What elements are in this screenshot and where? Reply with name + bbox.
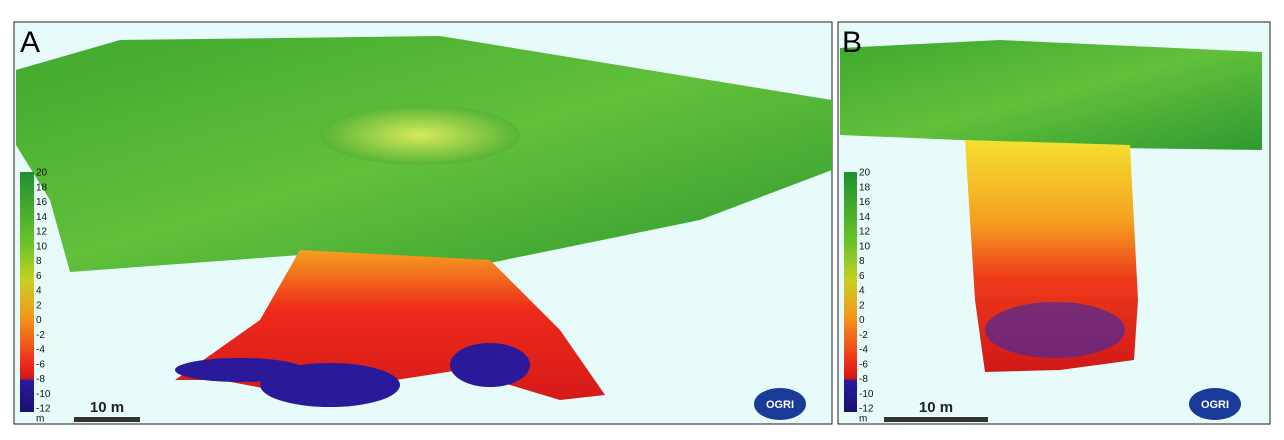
cavity-floor [450,343,530,387]
colorbar-tick-label: 10 [859,241,871,252]
scale-bar [884,417,988,422]
panel-b: B 10 m OGRI 20181614121086420-2-4-6-8-10… [837,21,1271,425]
colorbar-tick-label: 6 [36,271,42,282]
colorbar-tick-label: 12 [36,227,48,238]
scale-bar [74,417,140,422]
cavity-floor [985,302,1125,358]
colorbar-tick-label: 18 [859,182,871,193]
colorbar [20,172,34,412]
cavity-floor [260,363,400,407]
colorbar-tick-label: -2 [859,330,868,341]
scale-bar-label: 10 m [919,399,953,416]
colorbar-unit: m [36,414,44,425]
colorbar-tick-label: -8 [859,374,868,385]
logo [754,388,806,420]
colorbar-tick-label: 0 [859,315,865,326]
sinkhole-crater [320,105,520,165]
colorbar-tick-label: 14 [859,212,871,223]
logo-text: OGRI [766,399,794,411]
colorbar-tick-label: 4 [36,286,42,297]
colorbar-tick-label: 16 [36,197,48,208]
colorbar-tick-label: -12 [859,404,874,415]
colorbar-tick-label: 16 [859,197,871,208]
panel-label: A [20,26,40,59]
colorbar-tick-label: 8 [859,256,865,267]
colorbar-tick-label: -4 [859,345,868,356]
logo-text: OGRI [1201,399,1229,411]
colorbar-tick-label: -6 [36,359,45,370]
ground-surface [840,40,1262,150]
colorbar-tick-label: -10 [36,389,51,400]
colorbar-tick-label: 18 [36,182,48,193]
colorbar [844,172,857,412]
colorbar-tick-label: 20 [36,168,48,179]
colorbar-tick-label: -10 [859,389,874,400]
colorbar-tick-label: -4 [36,345,45,356]
logo [1189,388,1241,420]
colorbar-tick-label: 20 [859,168,871,179]
colorbar-tick-label: -12 [36,404,51,415]
scale-bar-label: 10 m [90,399,124,416]
colorbar-tick-label: -2 [36,330,45,341]
colorbar-tick-label: 4 [859,286,865,297]
panel-label: B [842,26,862,59]
colorbar-tick-label: 8 [36,256,42,267]
colorbar-tick-label: 12 [859,227,871,238]
colorbar-tick-label: 0 [36,315,42,326]
colorbar-tick-label: 2 [36,300,42,311]
colorbar-tick-label: 2 [859,300,865,311]
colorbar-tick-label: 14 [36,212,48,223]
colorbar-tick-label: -6 [859,359,868,370]
colorbar-tick-label: 6 [859,271,865,282]
colorbar-unit: m [859,414,867,425]
colorbar-tick-label: 10 [36,241,48,252]
panel-a: A 10 m OGRI 20181614121086420-2-4-6-8-10… [13,21,833,425]
colorbar-tick-label: -8 [36,374,45,385]
